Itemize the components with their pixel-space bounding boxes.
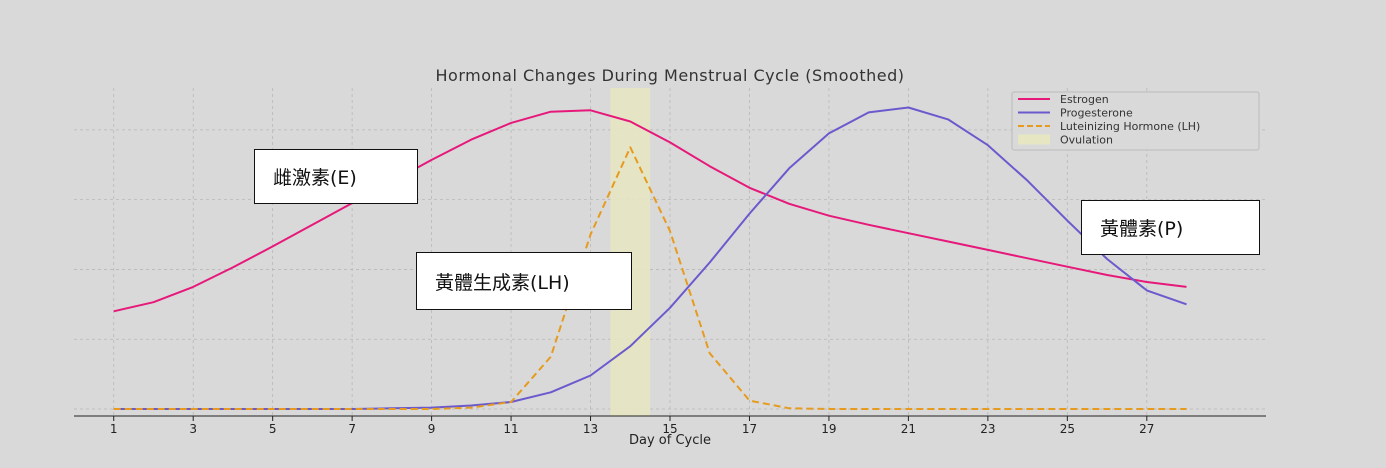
x-tick-label: 27 (1139, 422, 1154, 436)
x-tick-label: 15 (662, 422, 677, 436)
series-layer (113, 106, 1187, 410)
x-tick-label: 13 (583, 422, 598, 436)
x-tick-label: 23 (980, 422, 995, 436)
series-line-1 (113, 109, 1187, 313)
x-tick-label: 11 (503, 422, 518, 436)
x-tick-label: 19 (821, 422, 836, 436)
progesterone-annotation-text: 黃體素(P) (1100, 218, 1184, 240)
lh-annotation-text: 黃體生成素(LH) (435, 271, 570, 294)
legend-label: Ovulation (1060, 134, 1113, 147)
legend-label: Progesterone (1060, 107, 1133, 120)
legend-label: Estrogen (1060, 93, 1109, 106)
lh-annotation: 黃體生成素(LH) (416, 252, 632, 310)
x-tick-label: 1 (110, 422, 118, 436)
x-axis: 1 3 5 7 9 11 13 15 17 19 21 23 25 27 (74, 415, 1266, 436)
x-tick-label: 3 (189, 422, 197, 436)
estrogen-annotation: 雌激素(E) (254, 149, 418, 204)
series-line-3 (113, 146, 1187, 410)
estrogen-annotation-text: 雌激素(E) (273, 167, 357, 189)
x-tick-label: 7 (348, 422, 356, 436)
x-tick-label: 5 (269, 422, 277, 436)
x-axis-title: Day of Cycle (629, 433, 711, 448)
x-tick-label: 9 (428, 422, 436, 436)
legend-label: Luteinizing Hormone (LH) (1060, 120, 1200, 133)
chart-title: Hormonal Changes During Menstrual Cycle … (436, 66, 905, 85)
x-tick-label: 25 (1060, 422, 1075, 436)
x-tick-label: 21 (901, 422, 916, 436)
legend-swatch (1018, 134, 1050, 145)
x-tick-label: 17 (742, 422, 757, 436)
progesterone-annotation: 黃體素(P) (1081, 200, 1260, 255)
legend-box (1011, 91, 1260, 151)
